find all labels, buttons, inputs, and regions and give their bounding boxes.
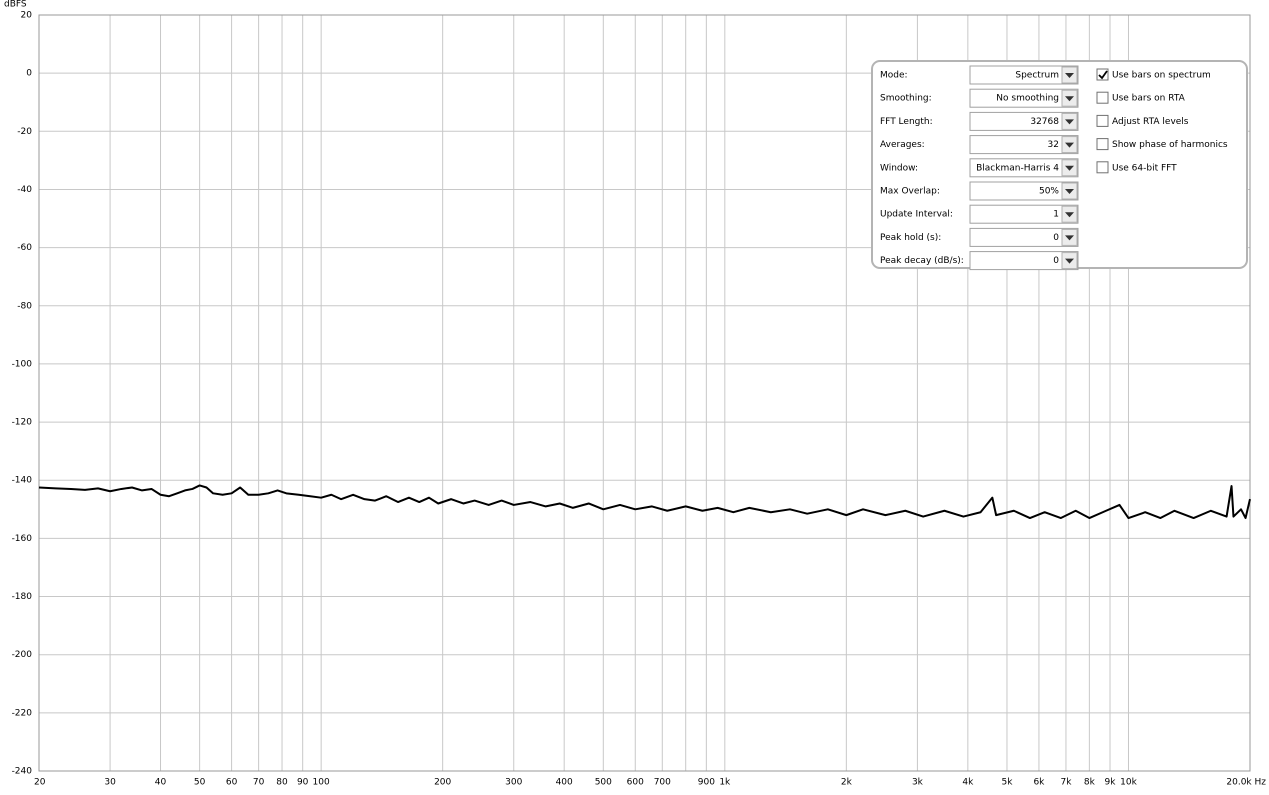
- x-tick-label: 400: [556, 778, 573, 788]
- y-tick-label: -20: [17, 127, 32, 137]
- y-tick-label: -140: [12, 476, 33, 486]
- plot-border: [38, 14, 1251, 772]
- field-label: Peak hold (s):: [880, 233, 941, 243]
- dropdown-value: 0: [1053, 233, 1059, 243]
- dropdown-arrow: [1065, 258, 1074, 264]
- x-tick-label: 900: [698, 778, 715, 788]
- y-axis-label: dBFS: [4, 0, 27, 10]
- dropdown-arrow: [1065, 73, 1074, 78]
- checkbox-label: Use bars on spectrum: [1112, 71, 1211, 81]
- dropdown[interactable]: [969, 88, 1079, 108]
- x-tick-label: 10k: [1120, 778, 1137, 788]
- x-tick-label: 3k: [912, 778, 924, 788]
- y-tick-label: -120: [12, 418, 33, 428]
- dropdown-value: 32768: [1030, 117, 1059, 127]
- checkbox[interactable]: [1096, 138, 1109, 151]
- field-label: Update Interval:: [880, 210, 953, 220]
- dropdown[interactable]: [969, 227, 1079, 247]
- spectrum-line: [38, 484, 1251, 520]
- y-tick-label: -220: [12, 708, 33, 718]
- x-tick-label: 500: [595, 778, 612, 788]
- dropdown[interactable]: [969, 111, 1079, 131]
- dropdown-value: Spectrum: [1015, 71, 1059, 81]
- checkbox[interactable]: [1096, 91, 1109, 104]
- checkbox-label: Show phase of harmonics: [1112, 140, 1228, 150]
- y-tick-label: -160: [12, 534, 33, 544]
- checkmark: [1098, 70, 1108, 80]
- field-label: Max Overlap:: [880, 187, 940, 197]
- dropdown-value: 1: [1053, 210, 1059, 220]
- checkbox[interactable]: [1096, 114, 1109, 127]
- x-tick-label: 200: [434, 778, 451, 788]
- x-tick-label: 8k: [1084, 778, 1096, 788]
- dropdown[interactable]: [969, 181, 1079, 201]
- y-tick-label: -60: [17, 243, 32, 253]
- x-tick-label: 90: [297, 778, 309, 788]
- x-tick-label: 50: [194, 778, 206, 788]
- x-tick-label: 7k: [1060, 778, 1072, 788]
- checkbox[interactable]: [1096, 68, 1109, 81]
- x-tick-label: 4k: [962, 778, 974, 788]
- field-label: Window:: [880, 163, 918, 173]
- x-tick-label: 70: [253, 778, 265, 788]
- dropdown-arrow: [1065, 212, 1074, 218]
- dropdown-value: 50%: [1039, 187, 1059, 197]
- field-label: Averages:: [880, 140, 925, 150]
- y-tick-label: -100: [12, 359, 33, 369]
- x-tick-label: 30: [104, 778, 116, 788]
- dropdown-value: Blackman-Harris 4: [976, 163, 1059, 173]
- dropdown-arrow: [1065, 189, 1074, 194]
- dropdown-arrow: [1065, 119, 1074, 125]
- x-tick-label: 40: [155, 778, 167, 788]
- x-tick-label: 9k: [1105, 778, 1117, 788]
- x-tick-label: 300: [505, 778, 522, 788]
- checkbox-label: Adjust RTA levels: [1112, 117, 1189, 127]
- field-label: Mode:: [880, 71, 908, 81]
- dropdown[interactable]: [969, 65, 1079, 85]
- dropdown-value: 32: [1048, 140, 1059, 150]
- dropdown[interactable]: [969, 158, 1079, 178]
- dropdown[interactable]: [969, 135, 1079, 155]
- checkbox-label: Use 64-bit FFT: [1112, 163, 1177, 173]
- y-tick-label: 0: [26, 69, 32, 79]
- y-tick-label: -240: [12, 767, 33, 777]
- y-tick-label: 20: [21, 11, 33, 21]
- dropdown-arrow: [1065, 235, 1074, 241]
- x-tick-label: 20.0k Hz: [1226, 778, 1266, 788]
- y-tick-label: -180: [12, 592, 33, 602]
- x-tick-label: 100: [313, 778, 330, 788]
- x-tick-label: 2k: [841, 778, 853, 788]
- x-tick-label: 600: [627, 778, 644, 788]
- checkbox-label: Use bars on RTA: [1112, 94, 1186, 104]
- dropdown[interactable]: [969, 251, 1079, 271]
- x-tick-label: 700: [654, 778, 671, 788]
- dropdown-value: 0: [1053, 256, 1059, 266]
- x-tick-label: 6k: [1033, 778, 1045, 788]
- x-tick-label: 1k: [719, 778, 731, 788]
- x-tick-label: 60: [226, 778, 238, 788]
- checkbox[interactable]: [1096, 161, 1109, 174]
- x-tick-label: 80: [276, 778, 288, 788]
- y-tick-label: -200: [12, 650, 33, 660]
- dropdown[interactable]: [969, 204, 1079, 224]
- y-tick-label: -80: [17, 301, 32, 311]
- x-tick-label: 5k: [1001, 778, 1013, 788]
- field-label: Peak decay (dB/s):: [880, 256, 964, 266]
- x-tick-label: 20: [34, 778, 46, 788]
- dropdown-arrow: [1065, 142, 1074, 148]
- y-tick-label: -40: [17, 185, 32, 195]
- dropdown-arrow: [1065, 96, 1074, 102]
- dropdown-arrow: [1065, 165, 1074, 171]
- dropdown-value: No smoothing: [996, 94, 1059, 104]
- field-label: Smoothing:: [880, 94, 932, 104]
- field-label: FFT Length:: [880, 117, 933, 127]
- settings-panel: Mode: Spectrum Smoothing: No smoothing FFT L…: [871, 60, 1248, 271]
